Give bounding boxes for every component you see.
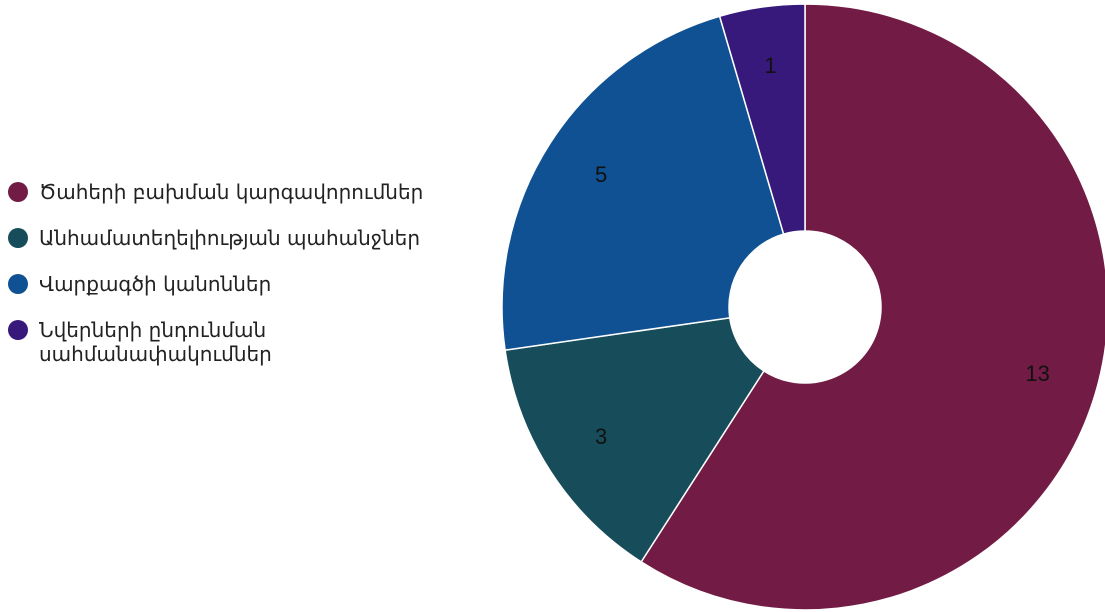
legend-label: Ծաhերի բախման կարգավորումներ bbox=[39, 180, 424, 204]
legend-label: Անհամատեղելիության պահանջներ bbox=[39, 226, 421, 250]
pie-slice bbox=[501, 15, 785, 351]
pie-slice bbox=[640, 3, 1105, 611]
slice-value-label: 5 bbox=[595, 162, 607, 187]
slice-value-label: 3 bbox=[595, 424, 607, 449]
slice-value-label: 1 bbox=[764, 53, 776, 78]
legend-item: Ծաhերի բախման կարգավորումներ bbox=[8, 180, 488, 204]
chart-legend: Ծաhերի բախման կարգավորումներ Անհամատեղել… bbox=[8, 180, 488, 388]
legend-swatch bbox=[8, 182, 28, 202]
slice-value-label: 13 bbox=[1025, 361, 1049, 386]
legend-swatch bbox=[8, 274, 28, 294]
legend-item: Անհամատեղելիության պահանջներ bbox=[8, 226, 488, 250]
legend-label: Նվերների ընդունման սահմանափակումներ bbox=[39, 318, 272, 366]
legend-swatch bbox=[8, 320, 28, 340]
legend-item: Նվերների ընդունման սահմանափակումներ bbox=[8, 318, 488, 366]
legend-item: Վարքագծի կանոններ bbox=[8, 272, 488, 296]
pie-slice bbox=[718, 3, 806, 236]
legend-swatch bbox=[8, 228, 28, 248]
pie-slice bbox=[504, 316, 765, 563]
donut-chart: 13 3 5 1 bbox=[501, 3, 1105, 611]
legend-label: Վարքագծի կանոններ bbox=[39, 272, 272, 296]
